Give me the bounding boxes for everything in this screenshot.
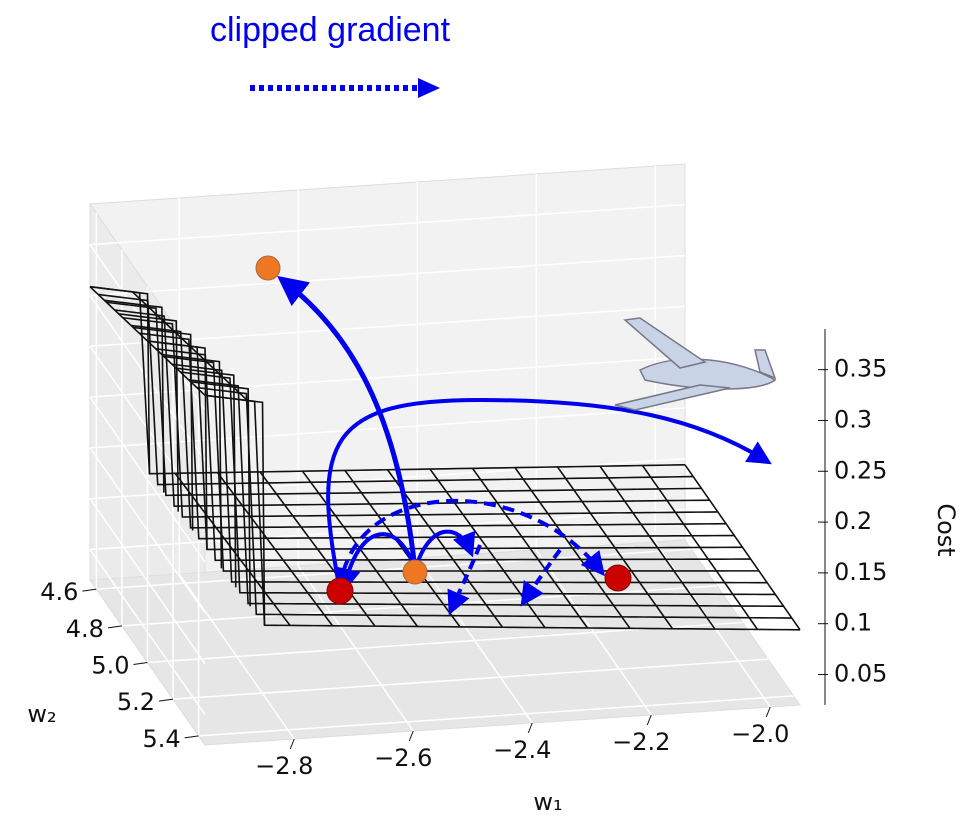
- y-tick: [108, 626, 122, 628]
- x-tick-label: −2.0: [731, 720, 789, 748]
- z-axis-label: Cost: [932, 503, 960, 556]
- y-tick-label: 5.0: [91, 652, 129, 680]
- chart: clipped gradient Cost w₁ w₂ −2.8 −2.6 −2.4…: [0, 0, 969, 827]
- x-tick: [409, 731, 413, 741]
- x-tick: [647, 715, 651, 725]
- x-tick: [290, 739, 294, 749]
- y-tick-label: 4.6: [40, 578, 78, 606]
- point: [403, 560, 427, 584]
- z-tick-label: 0.15: [834, 558, 887, 586]
- z-tick-label: 0.2: [834, 507, 872, 535]
- y-tick-label: 5.2: [117, 688, 155, 716]
- y-tick-label: 5.4: [142, 725, 180, 753]
- z-tick-label: 0.3: [834, 405, 872, 433]
- y-tick: [82, 589, 96, 591]
- x-tick-label: −2.2: [612, 728, 670, 756]
- point: [605, 565, 631, 591]
- x-tick-label: −2.6: [374, 744, 432, 772]
- y-tick: [185, 736, 199, 738]
- point: [327, 578, 353, 604]
- axes-panes: [90, 164, 800, 745]
- z-tick-label: 0.25: [834, 456, 887, 484]
- x-tick-label: −2.4: [493, 736, 551, 764]
- z-tick-label: 0.05: [834, 660, 887, 688]
- y-axis-label: w₂: [27, 700, 56, 728]
- z-tick-label: 0.35: [834, 355, 887, 383]
- z-tick-label: 0.1: [834, 609, 872, 637]
- y-tick: [134, 663, 148, 665]
- legend-label: clipped gradient: [210, 11, 451, 49]
- y-tick: [159, 699, 173, 701]
- x-tick: [766, 707, 770, 717]
- legend-arrowhead: [418, 78, 440, 98]
- y-tick-label: 4.8: [66, 615, 104, 643]
- x-axis-label: w₁: [533, 788, 562, 816]
- x-tick-label: −2.8: [255, 752, 313, 780]
- x-tick: [528, 723, 532, 733]
- point: [256, 256, 280, 280]
